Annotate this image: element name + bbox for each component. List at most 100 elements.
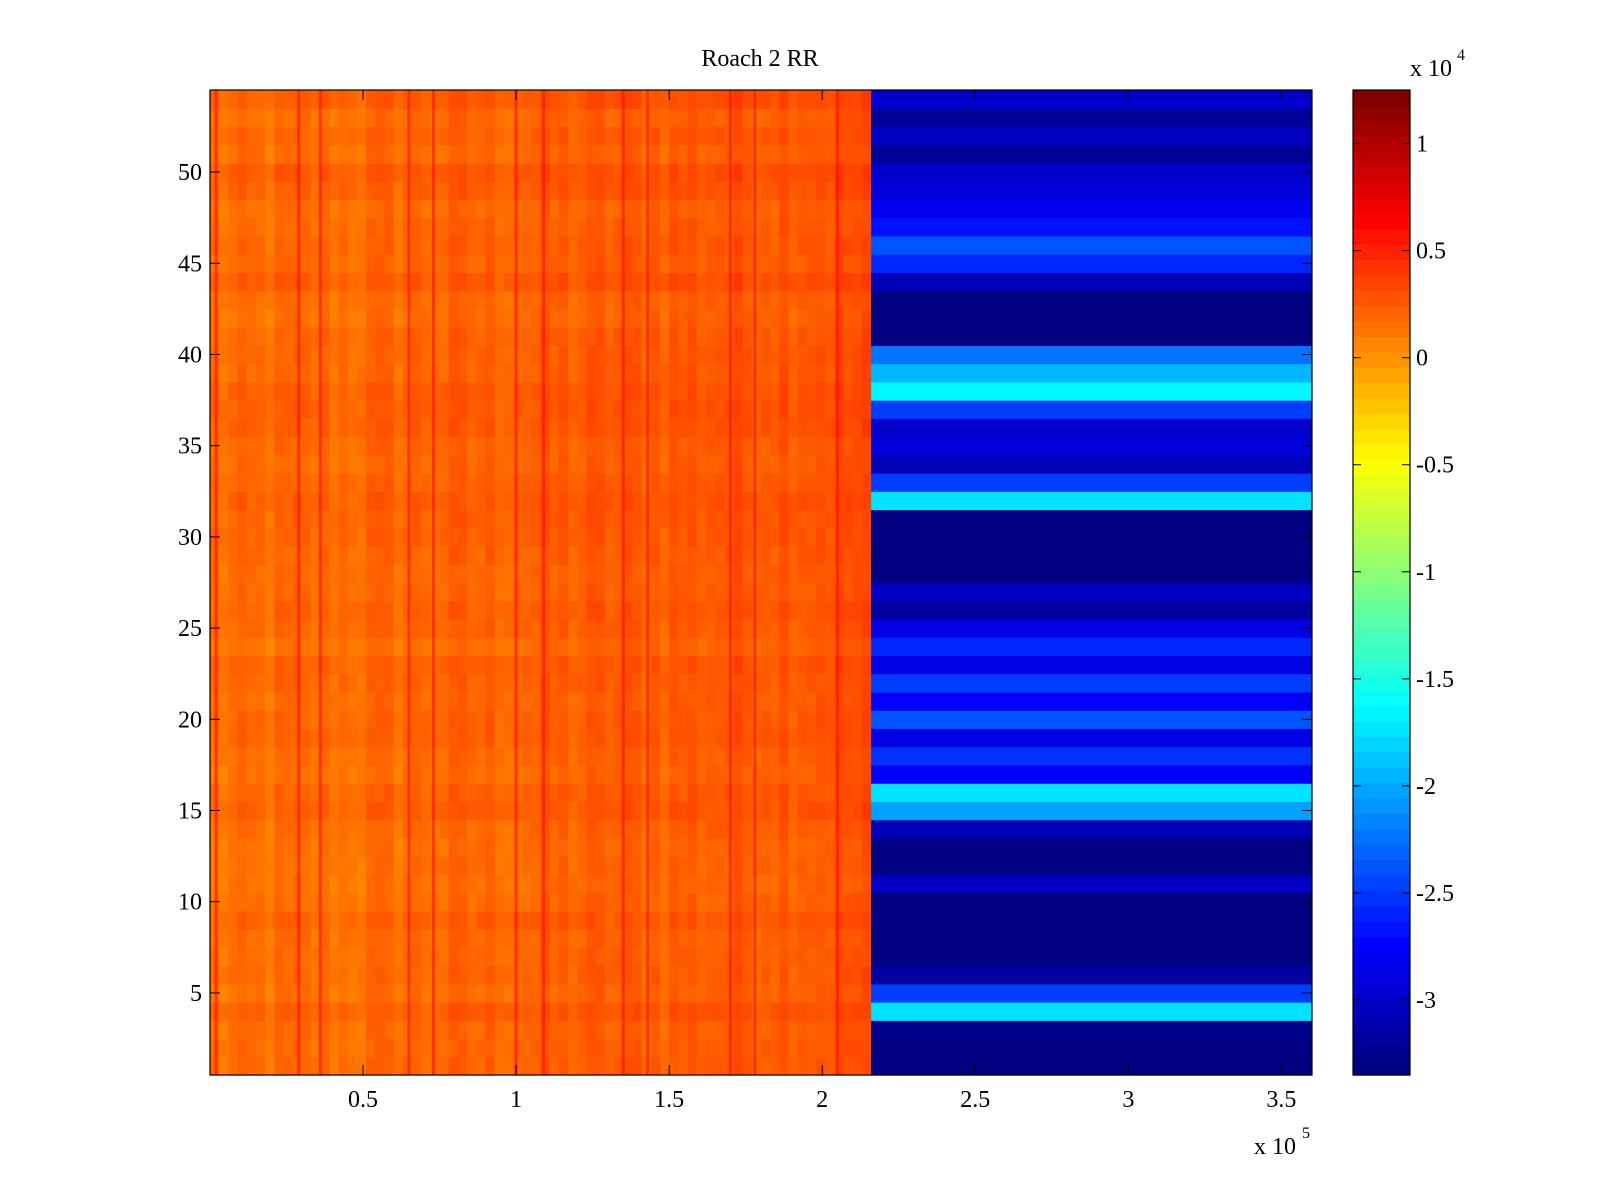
heatmap-cell [366,217,376,237]
heatmap-cell [228,363,239,383]
heatmap-cell [687,108,698,128]
heatmap-cell [678,983,689,1003]
heatmap-cell [549,290,560,310]
x-multiplier: x 10 5 [1254,1125,1310,1160]
heatmap-cell [366,509,376,529]
heatmap-cell [366,764,376,784]
heatmap-cell [586,162,597,182]
heatmap-cell [412,764,422,784]
heatmap-cell [375,1038,386,1058]
heatmap-cell [834,819,845,839]
heatmap-cell [632,436,643,456]
heatmap-cell [476,892,487,912]
heatmap-cell [687,710,698,730]
heatmap-cell [568,1038,578,1058]
heatmap-cell [650,126,661,146]
heatmap-cell [531,874,542,894]
heatmap-cell [494,1038,505,1058]
heatmap-cell [320,126,330,146]
heatmap-cell [623,308,634,328]
heatmap-cell [522,892,533,912]
heatmap-cell [834,1020,845,1040]
heatmap-cell [687,874,698,894]
heatmap-cell [467,181,477,201]
heatmap-cell [274,965,285,985]
heatmap-cell [632,856,643,875]
heatmap-cell [852,527,863,547]
heatmap-cell [265,965,275,985]
heatmap-cell [494,327,505,346]
heatmap-cell [448,181,459,201]
heatmap-cell [770,746,780,766]
heatmap-cell [614,673,624,693]
heatmap-cell [577,965,588,985]
heatmap-cell [715,1056,725,1076]
heatmap-cell [650,381,661,401]
heatmap-cell [568,691,578,711]
heatmap-cell [329,400,340,419]
heatmap-cell [311,509,321,529]
heatmap-cell [237,1002,248,1021]
heatmap-cell [485,436,496,456]
heatmap-cell [255,90,266,109]
heatmap-cell [825,290,836,310]
heatmap-cell [301,1002,312,1021]
heatmap-cell [623,783,634,802]
heatmap-cell [549,108,560,128]
heatmap-cell [742,837,753,857]
heatmap-cell [219,783,229,802]
heatmap-cell [476,783,487,802]
heatmap-cell [586,1002,597,1021]
heatmap-cell [852,673,863,693]
heatmap-cell [366,162,376,182]
heatmap-cell [347,162,358,182]
heatmap-cell [604,1020,615,1040]
heatmap-cell [219,965,229,985]
heatmap-cell [430,199,441,219]
heatmap-cell [595,290,606,310]
heatmap-cell [439,965,450,985]
heatmap-cell [430,728,441,748]
heatmap-cell [347,1002,358,1021]
heatmap-cell [825,892,836,912]
heatmap-cell [715,199,725,219]
heatmap-cell [513,345,523,365]
heatmap-cell [246,327,257,346]
heatmap-cell [687,673,698,693]
heatmap-cell [632,1056,643,1076]
colorbar-step [1353,336,1410,353]
heatmap-cell [687,564,698,584]
heatmap-cell [356,965,367,985]
heatmap-cell [733,418,744,438]
heatmap-cell [549,837,560,857]
heatmap-cell [412,363,422,383]
heatmap-cell [439,856,450,875]
heatmap-cell [430,710,441,730]
heatmap-cell [393,983,404,1003]
heatmap-cell [301,381,312,401]
heatmap-cell [513,600,523,620]
heatmap-cell [219,1020,229,1040]
heatmap-cell [467,235,477,255]
heatmap-cell [751,856,762,875]
heatmap-cell [806,600,817,620]
heatmap-cell [338,710,349,730]
heatmap-cell [467,327,477,346]
heatmap-cell [412,582,422,602]
heatmap-cell [825,181,836,201]
heatmap-cell [531,327,542,346]
heatmap-cell [825,1002,836,1021]
heatmap-cell [751,436,762,456]
heatmap-cell [439,308,450,328]
heatmap-cell [430,691,441,711]
heatmap-cell [788,929,799,948]
heatmap-cell [678,1002,689,1021]
heatmap-cell [604,527,615,547]
heatmap-cell [366,254,376,274]
heatmap-cell [733,108,744,128]
heatmap-cell [301,126,312,146]
heatmap-cell [595,473,606,492]
heatmap-cell [393,801,404,821]
heatmap-cell [834,199,845,219]
heatmap-cell [338,199,349,219]
